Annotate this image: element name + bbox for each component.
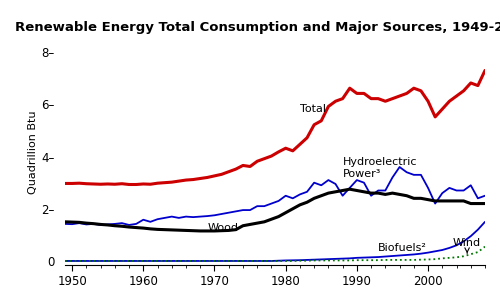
Text: Wood: Wood	[208, 223, 238, 233]
Text: Total: Total	[300, 104, 326, 114]
Text: Biofuels²: Biofuels²	[378, 243, 427, 253]
Text: Wind: Wind	[453, 238, 481, 253]
Y-axis label: Quadrillion Btu: Quadrillion Btu	[28, 110, 38, 194]
Text: Renewable Energy Total Consumption and Major Sources, 1949-2008: Renewable Energy Total Consumption and M…	[14, 21, 500, 34]
Text: Hydroelectric
Power³: Hydroelectric Power³	[342, 157, 417, 179]
